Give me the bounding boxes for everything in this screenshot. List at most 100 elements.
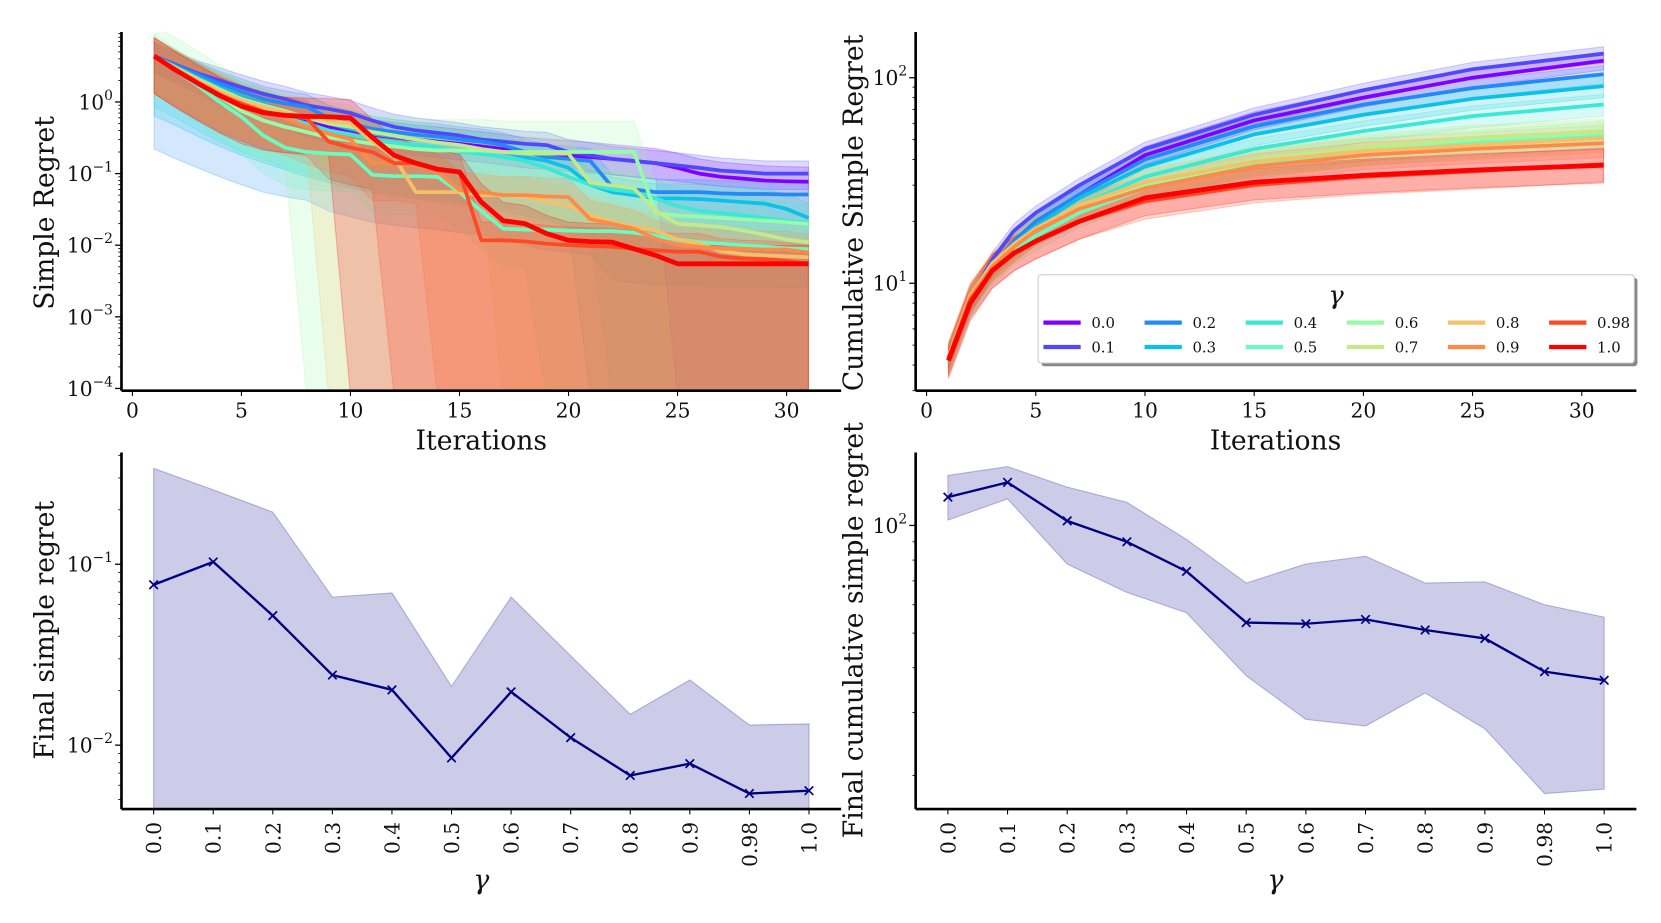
- data-point-marker: [1420, 625, 1431, 635]
- x-tick-label: 25: [1460, 398, 1486, 422]
- final-cumulative-regret-vs-gamma-chart: 0.0 0.1 0.2 0.3 0.4 0.5 0.6 0.7 0.8 0.9 0.98 1.0 102: [873, 452, 1637, 867]
- x-tick-label: 10: [338, 398, 364, 422]
- x-tick-label: 0.6: [1294, 822, 1318, 854]
- data-point-marker: [625, 770, 636, 781]
- plot-area: [946, 46, 1605, 379]
- plot-area: [943, 466, 1610, 795]
- y-tick-label: 10−4: [67, 374, 113, 401]
- y-tick-label: 102: [873, 64, 908, 91]
- data-point-marker: [506, 687, 516, 697]
- series-line: [153, 560, 810, 795]
- x-axis-label: γ: [1268, 865, 1284, 896]
- x-tick-label: 30: [1569, 398, 1595, 422]
- x-tick-label: 0.98: [738, 822, 762, 867]
- x-tick-label: 0.9: [1473, 822, 1497, 854]
- simple-regret-vs-iterations-chart: 0 5 10 15 20 25 30 100 10−1 10−2 10−3 10−4: [67, 31, 842, 422]
- x-tick-label: 25: [665, 398, 691, 422]
- legend-label: 0.5: [1294, 338, 1318, 356]
- x-tick-label: 0.7: [559, 822, 583, 854]
- series-line-gamma-0.2: [153, 54, 809, 197]
- band-gamma-0.2: [153, 42, 809, 289]
- x-tick-label: 0.9: [678, 822, 702, 854]
- data-point-marker: [148, 579, 159, 590]
- x-tick-label: 0.5: [440, 822, 464, 854]
- y-tick-label: 10−3: [67, 303, 113, 330]
- data-point-marker: [1301, 618, 1311, 629]
- x-tick-label: 0.4: [1175, 822, 1199, 854]
- series-line-gamma-0.1: [153, 54, 809, 176]
- data-point-marker: [1539, 666, 1550, 677]
- x-tick-label: 0.5: [1235, 822, 1259, 854]
- x-tick-label: 0.0: [142, 822, 166, 854]
- lines: [152, 54, 810, 267]
- x-tick-label: 0.7: [1354, 822, 1378, 854]
- x-tick-label: 1.0: [1593, 822, 1617, 854]
- legend-label: 0.7: [1395, 338, 1419, 356]
- y-axis-label: Final cumulative simple regret: [838, 422, 869, 838]
- y-axis-label: Final simple regret: [29, 501, 60, 760]
- y-axis-label: Simple Regret: [29, 116, 60, 310]
- x-tick-label: 15: [447, 398, 473, 422]
- x-tick-label: 20: [1351, 398, 1377, 422]
- data-point-marker: [1241, 617, 1252, 628]
- legend: γ 0.0 0.1 0.2 0.3 0.4 0.5 0.6 0.7 0.8 0.9 0.98 1.0: [1037, 274, 1638, 367]
- legend-label: 0.4: [1294, 314, 1318, 332]
- data-point-marker: [208, 557, 219, 567]
- data-point-marker: [804, 785, 814, 796]
- data-point-marker: [1002, 477, 1013, 488]
- legend-title: γ: [1329, 280, 1345, 310]
- x-axis-label: Iterations: [1210, 425, 1342, 456]
- x-tick-label: 0: [126, 398, 139, 422]
- x-axis-label: Iterations: [416, 425, 548, 456]
- y-tick-label: 100: [78, 88, 113, 115]
- x-tick-label: 5: [1029, 398, 1042, 422]
- x-tick-label: 0.3: [1115, 822, 1139, 854]
- series-line-gamma-1.0: [152, 54, 809, 267]
- plot-area: [148, 467, 814, 810]
- y-tick-label: 102: [873, 511, 908, 538]
- data-point-marker: [684, 758, 695, 769]
- data-point-marker: [1062, 515, 1073, 526]
- legend-frame: [1037, 274, 1635, 364]
- x-axis-label: γ: [473, 865, 489, 896]
- band: [153, 467, 810, 810]
- y-tick-label: 10−1: [67, 550, 113, 577]
- legend-label: 0.2: [1192, 314, 1216, 332]
- band-gamma-0.3: [947, 75, 1605, 371]
- x-tick-label: 30: [774, 398, 800, 422]
- lines: [946, 51, 1604, 362]
- data-point-marker: [1122, 536, 1132, 547]
- series-line-gamma-0.8: [153, 55, 809, 260]
- x-tick-label: 0: [920, 398, 933, 422]
- legend-label: 0.6: [1395, 314, 1419, 332]
- x-tick-label: 0.1: [202, 822, 226, 854]
- band: [947, 466, 1605, 795]
- x-tick-label: 5: [235, 398, 248, 422]
- x-tick-label: 15: [1241, 398, 1267, 422]
- x-tick-label: 0.8: [1414, 822, 1438, 854]
- x-tick-label: 0.2: [261, 822, 285, 854]
- y-tick-label: 101: [873, 269, 908, 296]
- data-point-marker: [1599, 675, 1610, 686]
- x-tick-label: 0.6: [500, 822, 524, 854]
- y-tick-label: 10−2: [67, 731, 113, 758]
- data-point-marker: [744, 788, 755, 799]
- x-tick-label: 0.0: [936, 822, 960, 854]
- legend-label: 0.1: [1091, 338, 1115, 356]
- data-point-marker: [327, 670, 338, 680]
- x-tick-label: 0.4: [380, 822, 404, 854]
- legend-label: 0.0: [1091, 314, 1115, 332]
- data-point-marker: [267, 610, 278, 621]
- data-point-marker: [565, 732, 576, 743]
- legend-label: 0.98: [1597, 314, 1630, 332]
- y-tick-label: 10−1: [67, 159, 113, 186]
- x-tick-label: 0.98: [1533, 822, 1557, 867]
- x-tick-label: 0.8: [619, 822, 643, 854]
- data-point-marker: [943, 492, 953, 502]
- series-line: [947, 481, 1605, 682]
- band-gamma-0.7: [947, 118, 1605, 374]
- y-tick-label: 10−2: [67, 231, 113, 258]
- final-simple-regret-vs-gamma-chart: 0.0 0.1 0.2 0.3 0.4 0.5 0.6 0.7 0.8 0.9 0.98 1.0 10−…: [67, 452, 842, 867]
- legend-label: 0.8: [1496, 314, 1520, 332]
